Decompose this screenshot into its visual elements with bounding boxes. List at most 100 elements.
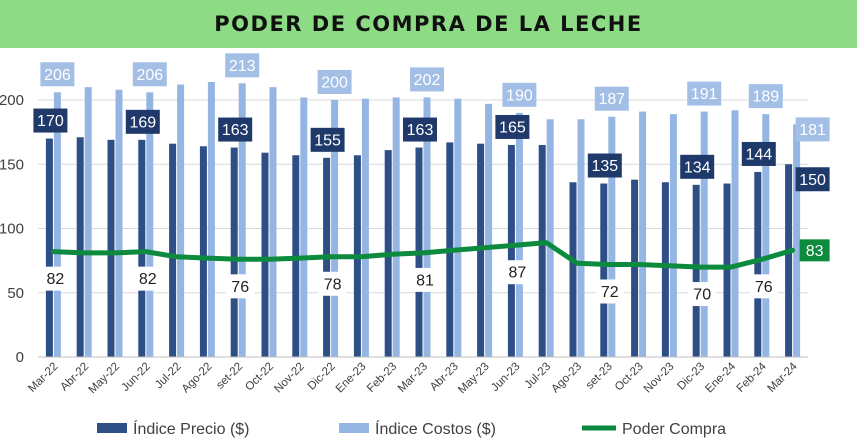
label-indice-precio: 163 xyxy=(218,117,253,142)
x-tick-label: Nov-23 xyxy=(642,361,677,396)
label-poder-compra-box xyxy=(411,267,439,292)
label-indice-costos-text: 200 xyxy=(321,75,348,92)
label-poder-compra-text: 76 xyxy=(231,279,249,296)
x-tick-label: Ago-23 xyxy=(549,361,584,396)
label-indice-precio-box xyxy=(125,109,160,134)
bar-indice-precio xyxy=(538,144,546,357)
label-poder-compra-text: 76 xyxy=(755,279,773,296)
label-indice-costos-box xyxy=(132,62,167,87)
bar-indice-precio xyxy=(76,137,84,357)
bar-indice-precio xyxy=(600,183,608,357)
x-tick-label: Feb-24 xyxy=(735,360,770,395)
label-indice-precio-box xyxy=(403,117,437,142)
label-poder-compra: 70 xyxy=(688,282,717,307)
label-indice-precio: 155 xyxy=(310,127,345,152)
label-indice-costos-text: 190 xyxy=(506,87,533,104)
label-indice-precio-box xyxy=(587,153,622,178)
label-indice-precio-text: 163 xyxy=(222,122,249,139)
y-tick-label: 100 xyxy=(0,221,24,238)
label-indice-precio: 165 xyxy=(495,114,530,139)
label-indice-precio-box xyxy=(741,141,776,166)
label-indice-precio-text: 169 xyxy=(129,114,156,131)
label-indice-precio: 144 xyxy=(741,141,776,166)
label-indice-precio-text: 135 xyxy=(591,158,618,175)
bar-indice-precio xyxy=(199,146,207,357)
x-tick-label: Nov-22 xyxy=(272,361,307,396)
label-poder-compra-box xyxy=(133,266,162,291)
bar-indice-costos xyxy=(669,114,677,357)
label-indice-precio-box xyxy=(680,154,715,179)
label-poder-compra-box xyxy=(503,260,532,285)
x-tick-label: Oct-22 xyxy=(243,361,276,394)
bar-indice-costos xyxy=(331,100,339,357)
label-poder-compra: 83 xyxy=(799,239,830,262)
x-tick-label: set-22 xyxy=(214,361,245,392)
bar-indice-precio xyxy=(169,143,177,357)
label-indice-precio: 169 xyxy=(125,109,160,134)
x-tick-label: Oct-23 xyxy=(613,361,646,394)
label-indice-precio-text: 163 xyxy=(407,122,434,139)
bar-indice-costos xyxy=(207,82,215,357)
label-indice-costos-box xyxy=(317,70,352,94)
bar-indice-costos xyxy=(700,111,708,357)
bar-indice-precio xyxy=(507,144,515,357)
legend-label-indice-precio: Índice Precio ($) xyxy=(133,419,250,438)
bar-indice-costos xyxy=(392,97,400,358)
x-tick-label: Jun-22 xyxy=(120,361,153,394)
label-poder-compra-text: 78 xyxy=(324,276,342,293)
label-poder-compra-box xyxy=(318,271,347,296)
x-tick-label: Ago-22 xyxy=(180,361,215,396)
label-poder-compra: 72 xyxy=(595,279,624,304)
legend-swatch-indice-precio xyxy=(97,423,127,433)
label-indice-costos-box xyxy=(225,53,260,78)
bar-indice-costos xyxy=(300,97,308,358)
bar-indice-precio xyxy=(569,182,577,357)
x-tick-label: Dic-23 xyxy=(675,361,707,393)
y-tick-label: 50 xyxy=(7,285,24,302)
label-indice-costos-box xyxy=(687,81,722,106)
label-indice-costos: 213 xyxy=(225,53,260,78)
label-poder-compra: 76 xyxy=(226,274,255,299)
x-tick-label: May-23 xyxy=(456,361,492,397)
label-indice-costos-text: 213 xyxy=(229,58,256,75)
bar-indice-precio xyxy=(261,152,269,357)
bar-indice-precio xyxy=(692,184,700,357)
bar-indice-costos xyxy=(577,119,585,358)
bar-indice-costos xyxy=(762,114,770,357)
label-indice-precio-text: 144 xyxy=(745,146,772,163)
bar-indice-costos xyxy=(177,84,185,357)
label-indice-costos-text: 191 xyxy=(691,86,718,103)
x-tick-label: Feb-23 xyxy=(365,361,399,395)
bar-indice-costos xyxy=(115,89,123,357)
bar-indice-costos xyxy=(361,98,369,357)
y-tick-label: 200 xyxy=(0,92,24,109)
label-indice-costos-box xyxy=(40,62,75,87)
label-indice-costos: 187 xyxy=(594,86,629,111)
label-indice-precio: 135 xyxy=(587,153,622,178)
label-indice-costos: 206 xyxy=(132,62,167,87)
bar-indice-costos xyxy=(485,103,493,357)
label-indice-precio-text: 155 xyxy=(314,132,341,149)
label-poder-compra-text: 70 xyxy=(693,287,711,304)
label-indice-costos: 190 xyxy=(502,82,537,107)
label-indice-costos-box xyxy=(502,82,537,107)
label-indice-precio: 150 xyxy=(795,167,830,192)
bar-indice-costos xyxy=(731,110,739,357)
x-tick-label: Mar-22 xyxy=(26,361,60,395)
label-indice-costos: 189 xyxy=(748,84,783,109)
x-tick-label: May-22 xyxy=(87,361,123,397)
bar-indice-costos xyxy=(269,87,277,358)
label-poder-compra-text: 81 xyxy=(416,272,434,289)
bar-indice-precio xyxy=(723,183,731,357)
bar-indice-costos xyxy=(146,92,154,357)
label-poder-compra-box xyxy=(41,266,70,291)
x-tick-label: set-23 xyxy=(584,361,615,392)
bar-indice-precio xyxy=(107,139,115,357)
bar-indice-costos xyxy=(53,92,61,357)
bar-indice-costos xyxy=(793,124,801,357)
bar-indice-precio xyxy=(230,147,238,357)
bar-indice-precio xyxy=(45,138,53,357)
label-indice-precio-box xyxy=(795,167,830,192)
bar-indice-precio xyxy=(754,171,762,357)
